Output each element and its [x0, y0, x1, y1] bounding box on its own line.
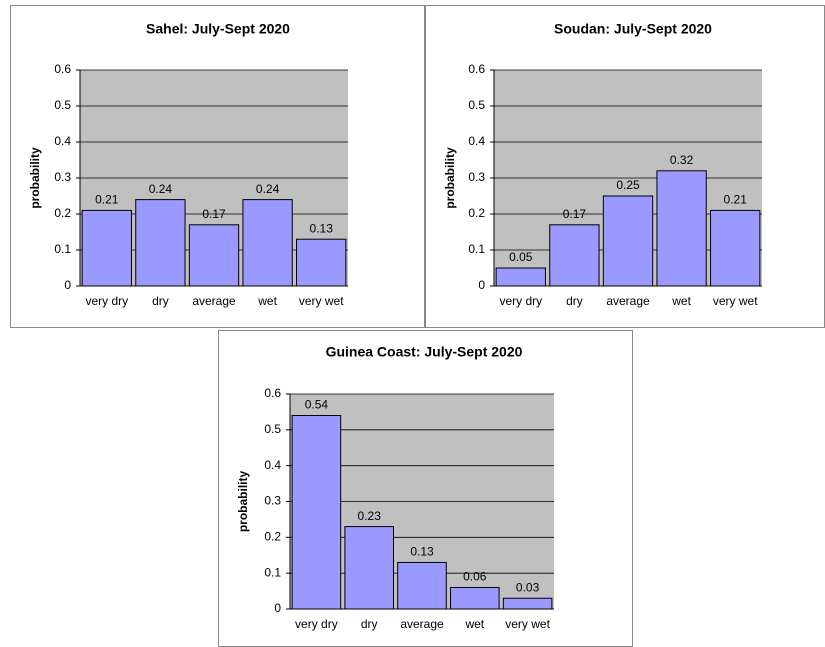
y-tick-label: 0.5: [468, 98, 485, 112]
x-tick-label: dry: [152, 294, 169, 308]
data-label: 0.05: [509, 250, 533, 264]
bar: [710, 209, 761, 287]
y-tick-label: 0.6: [264, 386, 281, 400]
data-label: 0.17: [202, 207, 226, 221]
x-tick-label: wet: [671, 294, 691, 308]
y-tick-label: 0.6: [468, 62, 485, 76]
y-tick-label: 0: [274, 601, 281, 615]
y-axis-label: probability: [236, 471, 250, 533]
y-tick-label: 0.1: [264, 565, 281, 579]
bar: [344, 526, 394, 610]
y-axis-label: probability: [28, 147, 42, 209]
x-tick-label: average: [400, 617, 444, 631]
bar: [495, 267, 546, 287]
data-label: 0.32: [670, 153, 694, 167]
x-tick-label: wet: [257, 294, 277, 308]
y-tick-label: 0: [64, 278, 71, 292]
y-tick-label: 0.3: [468, 170, 485, 184]
y-tick-label: 0.5: [54, 98, 71, 112]
data-label: 0.24: [149, 182, 173, 196]
y-tick-label: 0.2: [54, 206, 71, 220]
data-label: 0.24: [256, 182, 280, 196]
y-tick-label: 0.4: [468, 134, 485, 148]
y-tick-label: 0.3: [264, 494, 281, 508]
x-tick-label: average: [192, 294, 236, 308]
data-label: 0.06: [463, 570, 487, 584]
data-label: 0.23: [358, 509, 382, 523]
bar: [656, 170, 707, 287]
x-tick-label: dry: [566, 294, 583, 308]
bar: [397, 561, 447, 610]
x-tick-label: very dry: [85, 294, 128, 308]
y-tick-label: 0.5: [264, 422, 281, 436]
y-tick-label: 0.1: [468, 242, 485, 256]
bar: [188, 224, 240, 287]
y-tick-label: 0.2: [264, 530, 281, 544]
data-label: 0.03: [516, 580, 540, 594]
x-tick-label: very wet: [505, 617, 550, 631]
bar: [602, 195, 654, 287]
bar: [450, 587, 500, 610]
bar: [296, 238, 347, 287]
chart-title: Guinea Coast: July-Sept 2020: [326, 344, 523, 360]
data-label: 0.54: [305, 398, 329, 412]
bar: [502, 597, 553, 610]
y-axis-label: probability: [443, 147, 457, 209]
data-label: 0.13: [310, 221, 334, 235]
data-label: 0.25: [616, 178, 640, 192]
y-tick-label: 0.3: [54, 170, 71, 184]
x-tick-label: very dry: [295, 617, 338, 631]
x-tick-label: very wet: [713, 294, 758, 308]
bar: [291, 415, 342, 610]
chart-title: Sahel: July-Sept 2020: [146, 21, 290, 37]
x-tick-label: wet: [464, 617, 484, 631]
data-label: 0.21: [95, 193, 119, 207]
bar: [135, 199, 186, 287]
bar: [549, 224, 600, 287]
x-tick-label: average: [606, 294, 650, 308]
x-tick-label: very wet: [299, 294, 344, 308]
y-tick-label: 0: [478, 278, 485, 292]
y-tick-label: 0.6: [54, 62, 71, 76]
y-tick-label: 0.1: [54, 242, 71, 256]
x-tick-label: dry: [361, 617, 378, 631]
chart-title: Soudan: July-Sept 2020: [554, 21, 712, 37]
y-tick-label: 0.4: [264, 458, 281, 472]
y-tick-label: 0.4: [54, 134, 71, 148]
data-label: 0.17: [563, 207, 587, 221]
y-tick-label: 0.2: [468, 206, 485, 220]
data-label: 0.13: [410, 545, 434, 559]
data-label: 0.21: [724, 193, 748, 207]
bar: [81, 209, 132, 287]
x-tick-label: very dry: [499, 294, 542, 308]
bar: [242, 199, 293, 287]
